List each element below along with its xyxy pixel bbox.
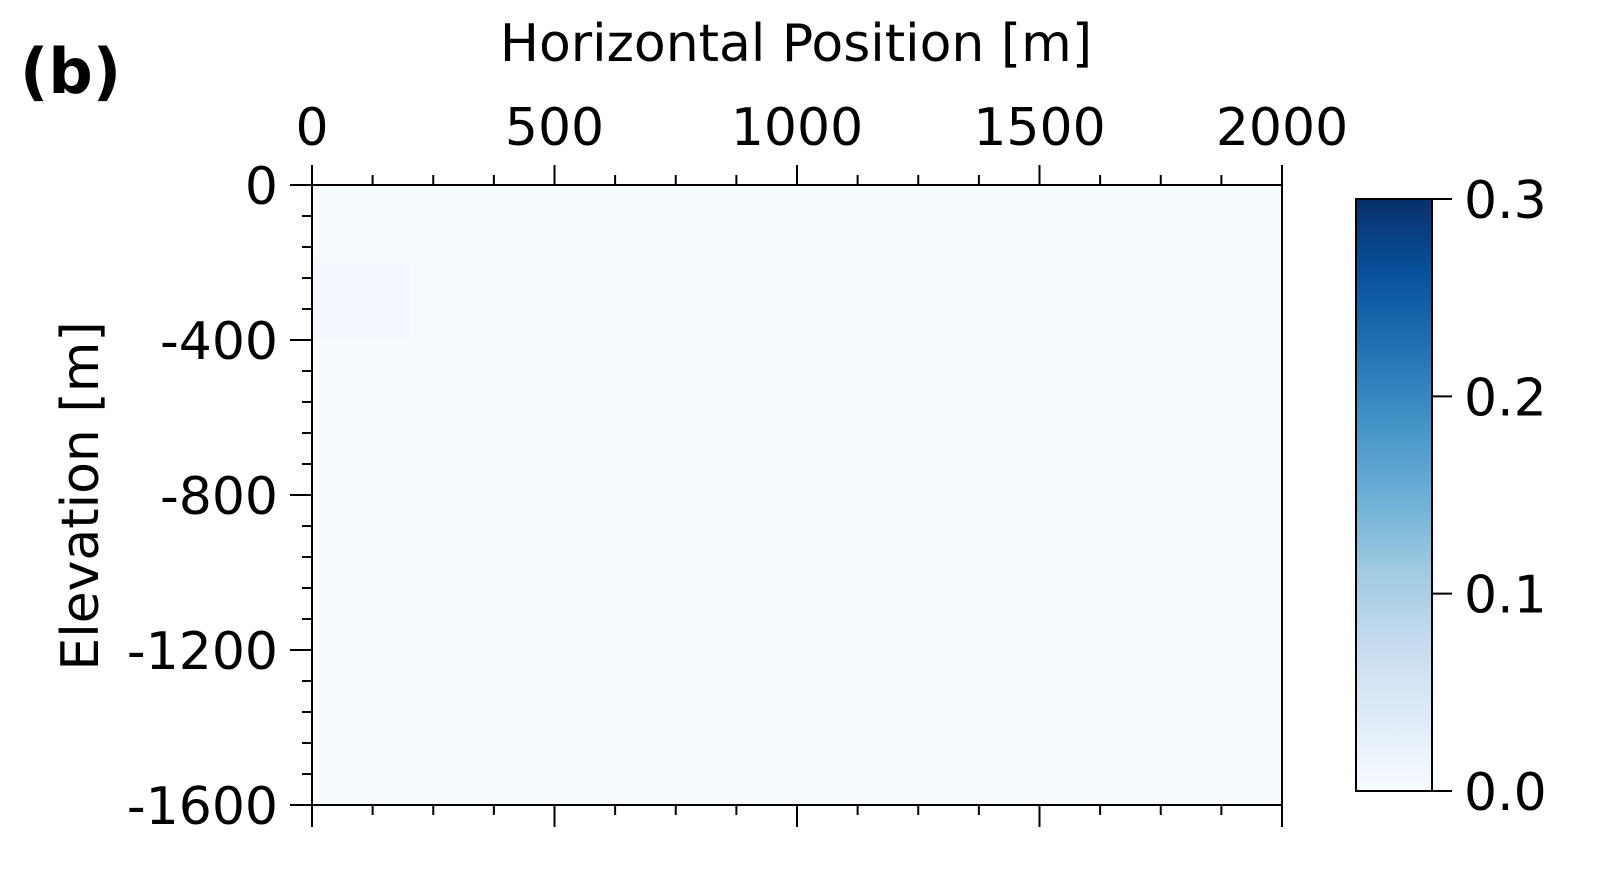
- heatmap-background: [312, 185, 1282, 805]
- heatmap-cell: [312, 262, 409, 340]
- colorbar-tick-label: 0.3: [1464, 171, 1547, 231]
- x-tick-label: 0: [295, 98, 328, 158]
- x-tick-label: 1000: [731, 98, 863, 158]
- y-ticks: 0 -400 -800 -1200 -1600: [127, 157, 312, 837]
- colorbar-tick-label: 0.0: [1464, 763, 1547, 823]
- x-tick-label: 1500: [973, 98, 1105, 158]
- x-ticks: 0 500 1000 1500 2000: [295, 98, 1348, 827]
- x-tick-label: 2000: [1216, 98, 1348, 158]
- panel-label: (b): [20, 35, 121, 108]
- colorbar-frame: [1355, 198, 1433, 792]
- y-tick-label: -800: [160, 467, 278, 527]
- colorbar-tick-label: 0.1: [1464, 566, 1547, 626]
- colorbar-tick-label: 0.2: [1464, 368, 1547, 428]
- x-minor-ticks: [371, 175, 1223, 815]
- x-axis-title: Horizontal Position [m]: [500, 14, 1092, 74]
- y-tick-label: 0: [245, 157, 278, 217]
- colorbar: 0.0 0.1 0.2 0.3: [1355, 171, 1547, 823]
- y-tick-label: -1200: [127, 622, 278, 682]
- colorbar-ticks: 0.0 0.1 0.2 0.3: [1432, 171, 1547, 823]
- x-tick-label: 500: [505, 98, 604, 158]
- y-minor-ticks: [302, 215, 312, 775]
- heatmap-cells: [312, 185, 1282, 805]
- y-axis-title: Elevation [m]: [51, 321, 111, 670]
- y-tick-label: -400: [160, 312, 278, 372]
- colorbar-gradient: [1356, 199, 1432, 791]
- y-tick-label: -1600: [127, 777, 278, 837]
